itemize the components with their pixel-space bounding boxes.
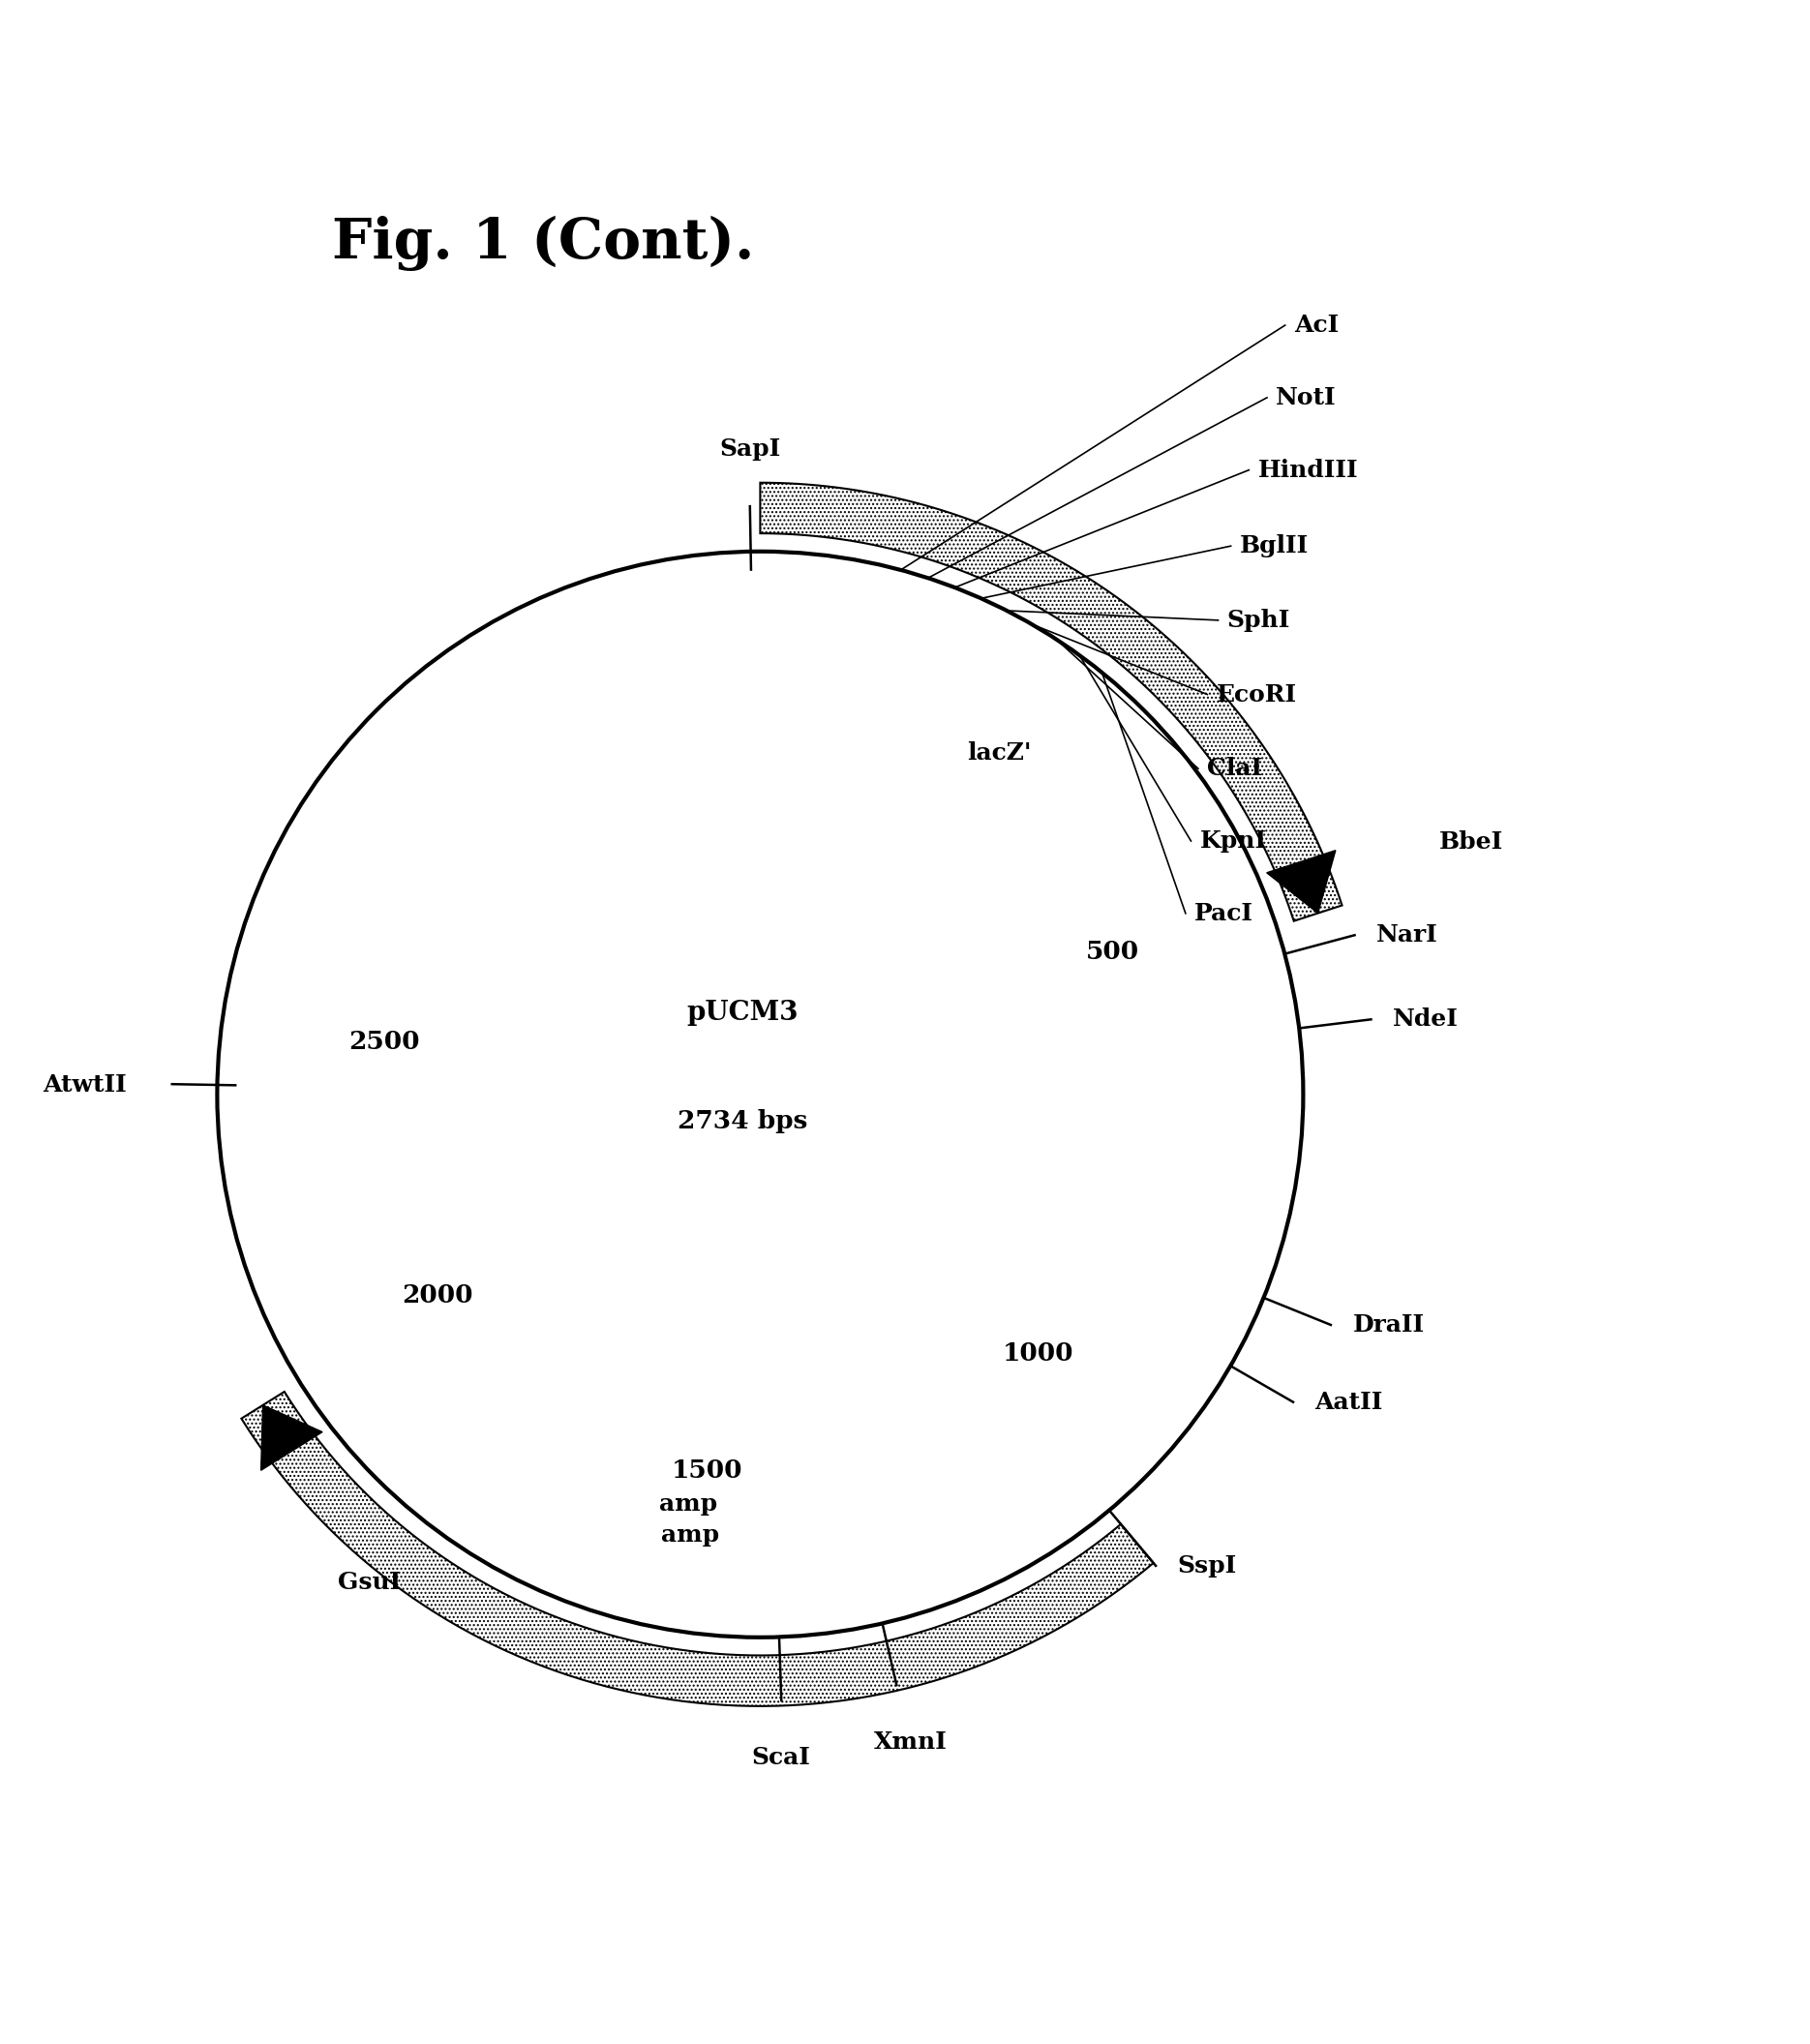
Polygon shape [1267,850,1336,914]
Text: GsuI: GsuI [338,1570,402,1594]
Text: pUCM3: pUCM3 [686,1000,798,1026]
Text: amp: amp [661,1523,719,1547]
Text: 500: 500 [1086,940,1138,965]
Polygon shape [760,482,1341,922]
Text: SapI: SapI [720,437,782,462]
Text: DraII: DraII [1352,1314,1424,1337]
Text: 2500: 2500 [348,1030,420,1053]
Text: EcoRI: EcoRI [1216,683,1296,705]
Text: 1500: 1500 [672,1459,742,1482]
Text: KpnI: KpnI [1200,830,1267,852]
Text: NdeI: NdeI [1392,1008,1459,1030]
Text: Fig. 1 (Cont).: Fig. 1 (Cont). [331,217,755,272]
Polygon shape [241,1392,1153,1707]
Text: NarI: NarI [1376,924,1439,946]
Text: ScaI: ScaI [751,1746,811,1768]
Text: PacI: PacI [1195,901,1254,926]
Text: NotI: NotI [1276,386,1336,409]
Text: ClaI: ClaI [1207,756,1263,781]
Text: AtwtII: AtwtII [43,1073,127,1096]
Text: amp: amp [659,1492,717,1517]
Text: lacZ': lacZ' [967,742,1032,764]
Text: 2734 bps: 2734 bps [677,1110,807,1134]
Text: BbeI: BbeI [1439,830,1502,854]
Text: AatII: AatII [1314,1390,1383,1414]
Text: XmnI: XmnI [874,1731,948,1754]
Polygon shape [261,1404,322,1470]
Text: 2000: 2000 [402,1284,474,1308]
Text: SphI: SphI [1227,609,1291,632]
Text: HindIII: HindIII [1258,458,1358,482]
Text: SspI: SspI [1178,1553,1236,1578]
Text: AcI: AcI [1294,313,1339,337]
Text: BglII: BglII [1240,533,1309,558]
Text: 1000: 1000 [1003,1341,1073,1365]
